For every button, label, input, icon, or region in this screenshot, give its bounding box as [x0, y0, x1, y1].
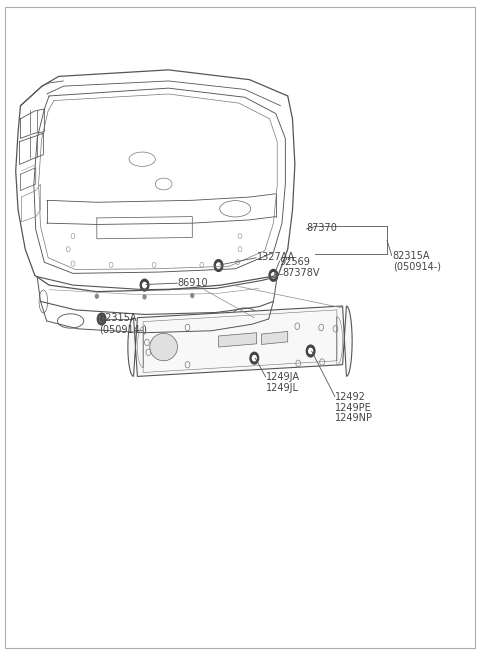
Circle shape: [269, 269, 278, 281]
Text: 82315A: 82315A: [393, 251, 430, 261]
Text: 12492: 12492: [336, 392, 366, 402]
Text: 92569: 92569: [280, 257, 311, 267]
Text: 1249JL: 1249JL: [266, 383, 299, 393]
Text: 82315A: 82315A: [99, 313, 137, 324]
Polygon shape: [218, 333, 257, 347]
Ellipse shape: [150, 333, 178, 361]
Polygon shape: [128, 306, 352, 377]
Circle shape: [97, 313, 106, 325]
Circle shape: [140, 279, 149, 291]
Text: 1249NP: 1249NP: [336, 413, 373, 423]
Circle shape: [100, 316, 104, 322]
Circle shape: [272, 272, 276, 278]
Text: 87378V: 87378V: [282, 269, 320, 278]
Circle shape: [216, 263, 220, 268]
Text: (050914-): (050914-): [393, 262, 441, 272]
Circle shape: [309, 348, 312, 354]
Circle shape: [96, 294, 98, 298]
Circle shape: [143, 282, 146, 288]
Circle shape: [252, 356, 256, 361]
Text: 87370: 87370: [307, 223, 338, 233]
Text: 1249JA: 1249JA: [266, 372, 300, 382]
Text: 1249PE: 1249PE: [336, 403, 372, 413]
Text: (050914-): (050914-): [99, 324, 147, 335]
Text: 1327AA: 1327AA: [257, 252, 295, 262]
Text: 86910: 86910: [177, 278, 208, 288]
Circle shape: [306, 345, 315, 357]
Circle shape: [143, 295, 146, 299]
Circle shape: [250, 352, 259, 364]
Circle shape: [191, 293, 194, 297]
Circle shape: [100, 316, 104, 322]
Polygon shape: [262, 331, 288, 345]
Circle shape: [214, 259, 223, 271]
